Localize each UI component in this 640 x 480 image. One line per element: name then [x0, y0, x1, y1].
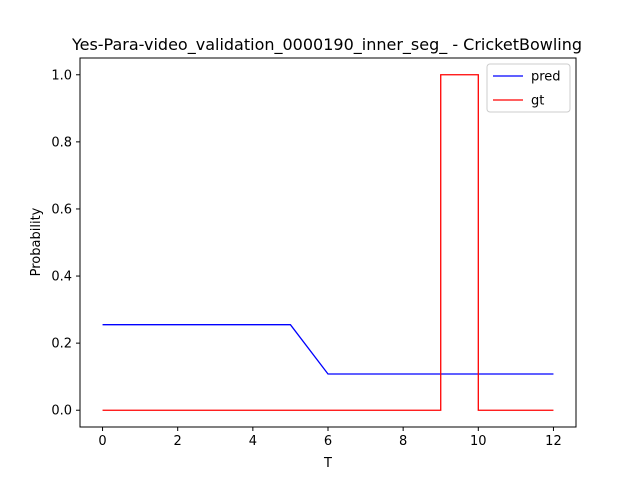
plot-area — [102, 74, 554, 411]
x-tick-label: 0 — [98, 434, 106, 449]
x-tick-label: 12 — [545, 434, 562, 449]
x-tick-label: 2 — [174, 434, 182, 449]
axes: 0 2 4 6 8 10 12 0.0 0.2 0.4 0.6 0.8 1.0 — [51, 57, 577, 449]
y-tick-label: 0.8 — [51, 135, 72, 150]
y-tick-label: 0.6 — [51, 202, 72, 217]
y-tick-label: 0.4 — [51, 270, 72, 285]
series-line-pred — [102, 324, 554, 375]
x-axis-label: T — [323, 456, 332, 471]
x-tick-label: 6 — [324, 434, 332, 449]
y-tick-label: 0.0 — [51, 404, 72, 419]
y-axis-label: Probability — [29, 207, 44, 276]
legend-label-pred: pred — [531, 70, 561, 85]
series-line-gt — [102, 74, 554, 411]
x-tick-label: 8 — [399, 434, 407, 449]
x-tick-label: 4 — [249, 434, 257, 449]
y-tick-label: 1.0 — [51, 68, 72, 83]
y-tick-label: 0.2 — [51, 337, 72, 352]
legend: pred gt — [486, 63, 571, 113]
x-tick-label: 10 — [470, 434, 487, 449]
legend-label-gt: gt — [531, 94, 544, 109]
plot-frame — [79, 57, 577, 428]
chart-title: Yes-Para-video_validation_0000190_inner_… — [71, 35, 582, 55]
